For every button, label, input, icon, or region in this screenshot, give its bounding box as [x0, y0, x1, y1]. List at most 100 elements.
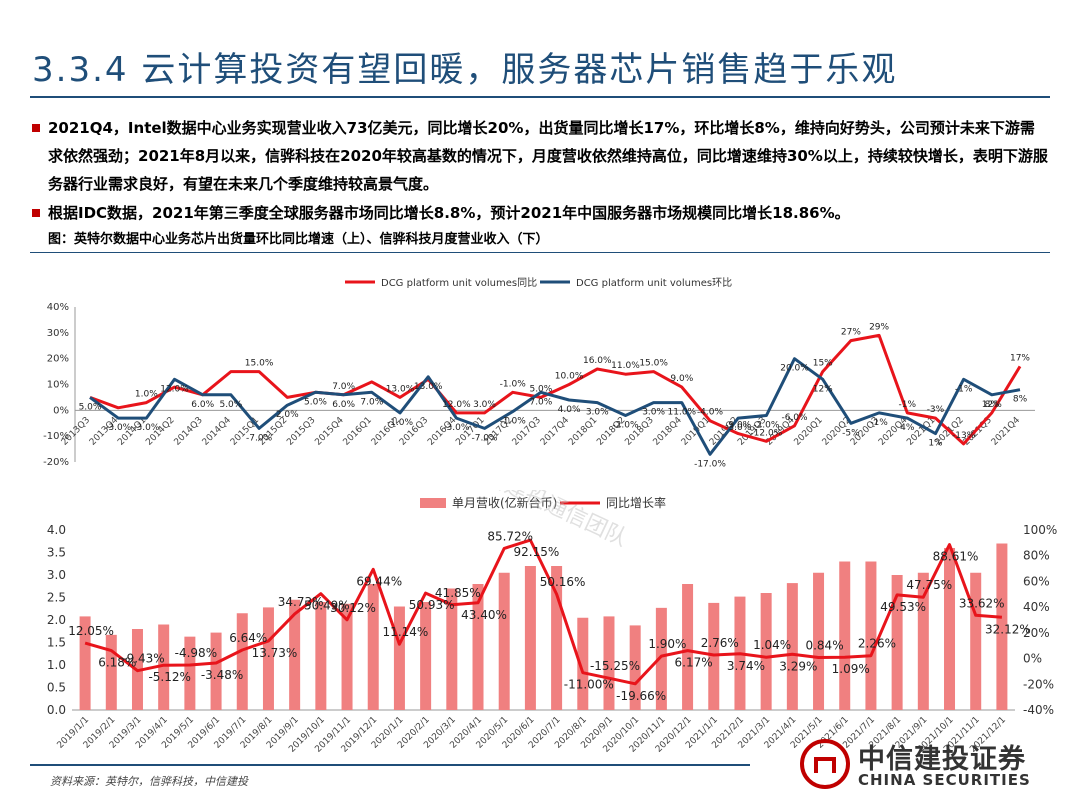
data-label: 11.14%	[383, 625, 429, 639]
data-label: 3.29%	[779, 659, 817, 673]
legend-label: DCG platform unit volumes环比	[576, 277, 732, 289]
data-label: 2.76%	[701, 636, 739, 650]
data-label: -1.0%	[500, 379, 527, 389]
y-tick-label: -20%	[43, 457, 69, 468]
title-divider	[30, 96, 1050, 98]
data-label: 29%	[869, 322, 889, 332]
data-label: -3.48%	[201, 668, 243, 682]
y-right-tick-label: 60%	[1023, 574, 1050, 588]
data-label: -1%	[870, 418, 888, 428]
revenue-bar	[79, 616, 91, 710]
data-label: 5.0%	[79, 402, 102, 412]
revenue-bar	[603, 616, 615, 710]
data-label: 4.0%	[558, 405, 581, 415]
x-tick-label: 2014Q4	[201, 415, 234, 448]
data-label: -17.0%	[694, 459, 726, 469]
revenue-bar	[682, 584, 694, 710]
revenue-bar	[944, 548, 956, 710]
revenue-bar	[210, 632, 222, 710]
data-label: -1.0%	[387, 418, 414, 428]
data-label: 2.26%	[858, 637, 896, 651]
data-label: 3.74%	[727, 659, 765, 673]
data-label: 10.0%	[555, 372, 584, 382]
y-right-tick-label: -20%	[1023, 677, 1054, 691]
data-label: 3.0%	[586, 408, 609, 418]
data-label: 69.44%	[356, 574, 402, 588]
y-tick-label: 20%	[47, 354, 69, 365]
revenue-bar	[813, 572, 825, 710]
data-label: 32.12%	[985, 622, 1031, 636]
data-label: 6.0%	[332, 400, 355, 410]
revenue-bar	[786, 583, 798, 710]
x-tick-label: 2015Q4	[313, 415, 346, 448]
revenue-bar	[839, 561, 851, 710]
revenue-bar	[315, 602, 327, 710]
data-label: 7.0%	[360, 397, 383, 407]
x-tick-label: 2018Q4	[652, 415, 685, 448]
revenue-bar	[184, 636, 196, 710]
data-label: 2.0%	[276, 410, 299, 420]
data-label: -3.0%	[725, 423, 752, 433]
x-tick-label: 2015Q3	[285, 415, 317, 447]
data-label: -3.0%	[105, 423, 132, 433]
y-tick-label: 30%	[47, 328, 69, 339]
data-label: -9.43%	[122, 652, 164, 666]
revenue-bar	[105, 634, 117, 710]
source-note: 资料来源：英特尔，信骅科技，中信建投	[50, 775, 248, 788]
data-label: 12%	[813, 384, 833, 394]
data-label: 8%	[985, 400, 1000, 410]
page-title: 3.3.4 云计算投资有望回暖，服务器芯片销售趋于乐观	[32, 50, 898, 90]
y-left-tick-label: 0.0	[47, 703, 66, 717]
y-tick-label: 10%	[47, 380, 69, 391]
data-label: 34.73%	[278, 595, 324, 609]
y-left-tick-label: 1.0	[47, 658, 66, 672]
data-label: 3.0%	[473, 400, 496, 410]
x-tick-label: 2014Q3	[173, 415, 205, 447]
data-label: 50.16%	[540, 575, 586, 589]
legend-label: DCG platform unit volumes同比	[381, 277, 537, 289]
y-left-tick-label: 3.0	[47, 568, 66, 582]
revenue-bar	[367, 584, 379, 710]
data-label: -1%	[899, 400, 917, 410]
logo-text-cn: 中信建投证券	[858, 744, 1026, 775]
y-left-tick-label: 0.5	[47, 681, 66, 695]
data-label: -2.0%	[612, 421, 639, 431]
data-label: -9.0%	[725, 421, 752, 431]
data-label: 49.53%	[880, 600, 926, 614]
x-tick-label: 2016Q1	[342, 415, 374, 447]
data-label: 16.0%	[583, 356, 612, 366]
revenue-bar	[629, 625, 641, 710]
yoy-growth-line	[84, 538, 1003, 686]
data-label: 5.0%	[219, 400, 242, 410]
legend-swatch	[420, 498, 446, 508]
data-label: -7.0%	[246, 433, 273, 443]
data-label: 50.49%	[304, 599, 350, 613]
data-label: 43.40%	[461, 608, 507, 622]
data-label: 1.09%	[832, 662, 870, 676]
data-label: 6.0%	[191, 400, 214, 410]
data-label: 9.0%	[670, 374, 693, 384]
data-label: 7.0%	[529, 397, 552, 407]
data-label: 15%	[813, 359, 833, 369]
y-right-tick-label: 80%	[1023, 549, 1050, 563]
bullet-text: 根据IDC数据，2021年第三季度全球服务器市场同比增长8.8%，预计2021年…	[48, 204, 850, 222]
caption-divider	[30, 252, 1050, 253]
data-label: -13%	[952, 431, 976, 441]
revenue-bar	[996, 543, 1008, 710]
source-divider	[30, 764, 750, 766]
data-label: 13.0%	[386, 384, 415, 394]
series-line	[89, 333, 1022, 446]
data-label: 88.61%	[933, 550, 979, 564]
data-label: 11.0%	[611, 361, 640, 371]
bullet-intel: 2021Q4，Intel数据中心业务实现营业收入73亿美元，同比增长20%，出货…	[32, 114, 1048, 198]
legend-label: 单月营收(亿新台币)	[452, 495, 557, 510]
data-label: 1.0%	[135, 390, 158, 400]
data-label: 15.0%	[639, 359, 668, 369]
revenue-bar	[158, 624, 170, 710]
revenue-bar	[891, 575, 903, 710]
data-label: -3.0%	[443, 423, 470, 433]
data-label: 1%	[928, 439, 943, 449]
data-label: 15.0%	[245, 359, 274, 369]
data-label: 11.0%	[668, 408, 697, 418]
revenue-bar	[917, 572, 929, 710]
